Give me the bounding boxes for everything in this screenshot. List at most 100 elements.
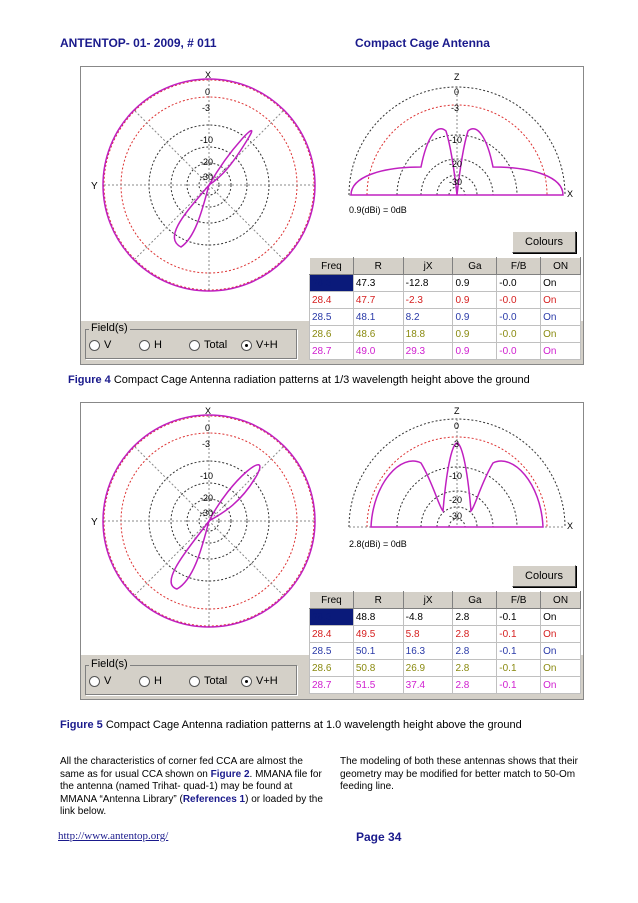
- cell-jx[interactable]: 8.2: [402, 308, 454, 326]
- cell-r[interactable]: 50.1: [352, 642, 404, 660]
- cell-on[interactable]: On: [540, 642, 581, 660]
- cell-freq[interactable]: 28.5: [309, 642, 354, 660]
- radio-h[interactable]: H: [139, 339, 162, 351]
- cell-jx[interactable]: -4.8: [402, 608, 454, 626]
- cell-on[interactable]: On: [540, 608, 581, 626]
- radio-circle[interactable]: [139, 339, 150, 351]
- table-row[interactable]: 28.7 51.5 37.4 2.8 -0.1 On: [309, 676, 581, 694]
- table-row[interactable]: 28.5 50.1 16.3 2.8 -0.1 On: [309, 642, 581, 660]
- cell-fb[interactable]: -0.0: [496, 342, 542, 360]
- table-row[interactable]: 28.4 49.5 5.8 2.8 -0.1 On: [309, 625, 581, 643]
- cell-ga[interactable]: 0.9: [452, 308, 498, 326]
- cell-r[interactable]: 50.8: [352, 659, 404, 677]
- radio-circle-selected[interactable]: [241, 339, 252, 351]
- colours-button[interactable]: Colours: [512, 231, 576, 253]
- cell-ga[interactable]: 2.8: [452, 625, 498, 643]
- cell-on[interactable]: On: [540, 342, 581, 360]
- cell-fb[interactable]: -0.1: [496, 659, 542, 677]
- cell-freq[interactable]: 28.6: [309, 325, 354, 343]
- col-ga[interactable]: Ga: [452, 257, 498, 275]
- radio-v[interactable]: V: [89, 675, 111, 687]
- radio-vh[interactable]: V+H: [241, 339, 278, 351]
- cell-fb[interactable]: -0.1: [496, 608, 542, 626]
- cell-r[interactable]: 47.3: [352, 274, 404, 292]
- radio-v[interactable]: V: [89, 339, 111, 351]
- cell-freq[interactable]: 28.3: [309, 608, 354, 626]
- cell-jx[interactable]: 29.3: [402, 342, 454, 360]
- cell-jx[interactable]: 5.8: [402, 625, 454, 643]
- cell-on[interactable]: On: [540, 325, 581, 343]
- table-row[interactable]: 28.3 47.3 -12.8 0.9 -0.0 On: [309, 274, 581, 292]
- radio-vh[interactable]: V+H: [241, 675, 278, 687]
- cell-on[interactable]: On: [540, 291, 581, 309]
- colours-button[interactable]: Colours: [512, 565, 576, 587]
- cell-ga[interactable]: 2.8: [452, 676, 498, 694]
- cell-r[interactable]: 49.5: [352, 625, 404, 643]
- cell-r[interactable]: 48.6: [352, 325, 404, 343]
- cell-fb[interactable]: -0.1: [496, 676, 542, 694]
- cell-jx[interactable]: 18.8: [402, 325, 454, 343]
- cell-freq[interactable]: 28.7: [309, 676, 354, 694]
- cell-ga[interactable]: 2.8: [452, 659, 498, 677]
- references-1-link[interactable]: References 1: [182, 793, 246, 805]
- cell-r[interactable]: 48.8: [352, 608, 404, 626]
- table-row[interactable]: 28.6 50.8 26.9 2.8 -0.1 On: [309, 659, 581, 677]
- cell-jx[interactable]: -2.3: [402, 291, 454, 309]
- cell-freq[interactable]: 28.7: [309, 342, 354, 360]
- cell-ga[interactable]: 0.9: [452, 342, 498, 360]
- cell-fb[interactable]: -0.0: [496, 291, 542, 309]
- col-r[interactable]: R: [352, 591, 404, 609]
- cell-jx[interactable]: 37.4: [402, 676, 454, 694]
- cell-on[interactable]: On: [540, 274, 581, 292]
- col-fb[interactable]: F/B: [496, 591, 542, 609]
- figure-2-reference[interactable]: Figure 2: [210, 768, 250, 780]
- cell-ga[interactable]: 2.8: [452, 642, 498, 660]
- col-on[interactable]: ON: [540, 591, 581, 609]
- col-jx[interactable]: jX: [402, 257, 454, 275]
- radio-circle[interactable]: [189, 675, 200, 687]
- cell-freq[interactable]: 28.6: [309, 659, 354, 677]
- col-ga[interactable]: Ga: [452, 591, 498, 609]
- cell-freq[interactable]: 28.4: [309, 625, 354, 643]
- col-r[interactable]: R: [352, 257, 404, 275]
- cell-r[interactable]: 49.0: [352, 342, 404, 360]
- cell-fb[interactable]: -0.1: [496, 625, 542, 643]
- col-freq[interactable]: Freq: [309, 591, 354, 609]
- cell-ga[interactable]: 0.9: [452, 274, 498, 292]
- table-row[interactable]: 28.6 48.6 18.8 0.9 -0.0 On: [309, 325, 581, 343]
- cell-r[interactable]: 51.5: [352, 676, 404, 694]
- cell-freq[interactable]: 28.5: [309, 308, 354, 326]
- radio-h[interactable]: H: [139, 675, 162, 687]
- radio-circle[interactable]: [189, 339, 200, 351]
- table-row[interactable]: 28.3 48.8 -4.8 2.8 -0.1 On: [309, 608, 581, 626]
- cell-fb[interactable]: -0.0: [496, 325, 542, 343]
- col-jx[interactable]: jX: [402, 591, 454, 609]
- table-row[interactable]: 28.5 48.1 8.2 0.9 -0.0 On: [309, 308, 581, 326]
- cell-freq[interactable]: 28.4: [309, 291, 354, 309]
- radio-circle[interactable]: [139, 675, 150, 687]
- cell-on[interactable]: On: [540, 676, 581, 694]
- cell-on[interactable]: On: [540, 659, 581, 677]
- cell-ga[interactable]: 2.8: [452, 608, 498, 626]
- cell-r[interactable]: 48.1: [352, 308, 404, 326]
- cell-jx[interactable]: 26.9: [402, 659, 454, 677]
- table-row[interactable]: 28.7 49.0 29.3 0.9 -0.0 On: [309, 342, 581, 360]
- col-fb[interactable]: F/B: [496, 257, 542, 275]
- cell-fb[interactable]: -0.1: [496, 642, 542, 660]
- col-freq[interactable]: Freq: [309, 257, 354, 275]
- cell-on[interactable]: On: [540, 625, 581, 643]
- table-row[interactable]: 28.4 47.7 -2.3 0.9 -0.0 On: [309, 291, 581, 309]
- cell-r[interactable]: 47.7: [352, 291, 404, 309]
- cell-freq[interactable]: 28.3: [309, 274, 354, 292]
- radio-circle-selected[interactable]: [241, 675, 252, 687]
- cell-on[interactable]: On: [540, 308, 581, 326]
- cell-fb[interactable]: -0.0: [496, 274, 542, 292]
- cell-ga[interactable]: 0.9: [452, 325, 498, 343]
- cell-ga[interactable]: 0.9: [452, 291, 498, 309]
- radio-total[interactable]: Total: [189, 675, 227, 687]
- cell-jx[interactable]: 16.3: [402, 642, 454, 660]
- website-link[interactable]: http://www.antentop.org/: [58, 830, 169, 842]
- radio-circle[interactable]: [89, 675, 100, 687]
- radio-total[interactable]: Total: [189, 339, 227, 351]
- col-on[interactable]: ON: [540, 257, 581, 275]
